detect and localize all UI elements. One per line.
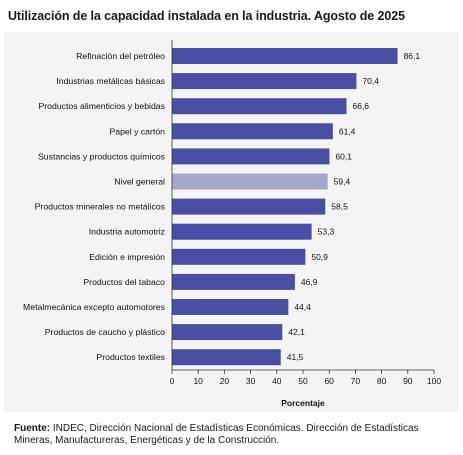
- category-label: Industrias metálicas básicas: [56, 76, 165, 86]
- x-tick-label: 80: [377, 376, 387, 386]
- x-axis-title: Porcentaje: [281, 398, 325, 408]
- bar-9: [172, 273, 295, 290]
- x-tick-label: 20: [220, 376, 230, 386]
- x-tick-label: 90: [403, 376, 413, 386]
- value-label: 46,9: [301, 277, 318, 287]
- category-label: Sustancias y productos químicos: [38, 151, 166, 161]
- bar-1: [172, 73, 357, 90]
- bar-0: [172, 48, 398, 64]
- value-label: 58,5: [331, 202, 348, 212]
- bar-11: [172, 324, 283, 341]
- category-label: Nivel general: [114, 177, 165, 187]
- category-label: Productos minerales no metálicos: [35, 202, 166, 212]
- value-label: 66,6: [352, 101, 369, 111]
- value-label: 42,1: [288, 327, 305, 337]
- x-tick-label: 0: [170, 376, 175, 386]
- value-label: 53,3: [318, 227, 335, 237]
- value-label: 61,4: [339, 126, 356, 136]
- bar-12: [172, 349, 281, 366]
- bar-6: [172, 198, 326, 215]
- value-label: 50,9: [311, 252, 328, 262]
- bar-4: [172, 148, 330, 165]
- x-tick-label: 10: [193, 376, 203, 386]
- chart-title: Utilización de la capacidad instalada en…: [8, 9, 405, 23]
- bar-5: [172, 173, 328, 190]
- category-label: Papel y cartón: [109, 126, 165, 136]
- bar-7: [172, 223, 312, 240]
- category-label: Industria automotriz: [89, 227, 165, 237]
- value-label: 86,1: [404, 51, 421, 61]
- source-note: Fuente: INDEC, Dirección Nacional de Est…: [14, 423, 454, 447]
- category-label: Refinación del petróleo: [76, 51, 165, 61]
- x-tick-label: 100: [427, 376, 441, 386]
- x-tick-label: 50: [298, 376, 308, 386]
- category-label: Productos del tabaco: [83, 277, 165, 287]
- x-tick-label: 40: [272, 376, 282, 386]
- value-label: 59,4: [334, 177, 351, 187]
- x-tick-label: 30: [246, 376, 256, 386]
- value-label: 41,5: [287, 352, 304, 362]
- category-label: Productos alimenticios y bebidas: [38, 101, 165, 111]
- chart-panel: Refinación del petróleo 86,1 Industrias me…: [4, 32, 458, 412]
- bar-2: [172, 98, 347, 115]
- x-tick-label: 60: [324, 376, 334, 386]
- category-label: Edición e impresión: [89, 252, 165, 262]
- bar-chart: Refinación del petróleo 86,1 Industrias me…: [23, 40, 441, 408]
- value-label: 44,4: [294, 302, 311, 312]
- x-tick-label: 70: [351, 376, 361, 386]
- bar-3: [172, 123, 333, 140]
- source-text: INDEC, Dirección Nacional de Estadística…: [14, 423, 419, 446]
- value-label: 70,4: [362, 76, 379, 86]
- source-label: Fuente:: [14, 423, 51, 434]
- bar-10: [172, 299, 289, 315]
- bar-8: [172, 248, 306, 265]
- category-label: Productos textiles: [96, 352, 165, 362]
- value-label: 60,1: [335, 151, 352, 161]
- category-label: Productos de caucho y plástico: [45, 327, 165, 337]
- category-label: Metalmecánica excepto automotores: [23, 302, 166, 312]
